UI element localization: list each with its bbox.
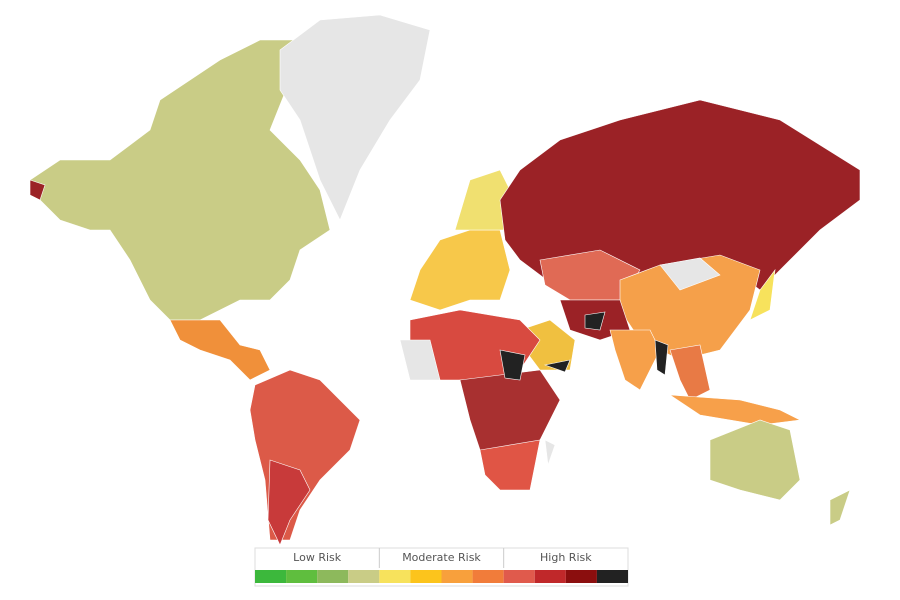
legend-swatch [472,570,504,583]
legend-swatch [596,570,628,583]
japan [749,268,776,321]
north-america [29,39,331,321]
southeast-asia [669,344,711,401]
europe [409,229,511,311]
yemen [543,359,571,373]
madagascar [544,439,556,466]
legend-swatch [317,570,349,583]
alaska-tip [29,179,46,201]
southern-africa [479,439,541,491]
legend-group-label: Moderate Risk [402,551,481,564]
legend-swatch [441,570,473,583]
southern-cone [267,459,311,546]
mongolia [659,257,721,291]
legend-group-label: Low Risk [293,551,342,564]
myanmar [654,339,669,376]
west-africa [399,339,441,381]
new-zealand [829,489,851,526]
australia [709,419,801,501]
countries [29,14,861,546]
greenland [279,14,431,221]
legend-swatch [348,570,380,583]
afghanistan [584,311,606,331]
indonesia [668,394,802,426]
legend-swatch [255,570,287,583]
legend: Low Risk Moderate Risk High Risk [254,547,629,587]
central-america [169,319,271,381]
legend-swatch [565,570,597,583]
legend-swatch [503,570,535,583]
legend-swatch [379,570,411,583]
india [609,329,661,391]
south-america [249,369,361,541]
sudan [499,349,526,381]
legend-swatch [534,570,566,583]
legend-swatch [286,570,318,583]
scandinavia [454,169,516,231]
legend-group-label: High Risk [540,551,592,564]
legend-swatch [410,570,442,583]
